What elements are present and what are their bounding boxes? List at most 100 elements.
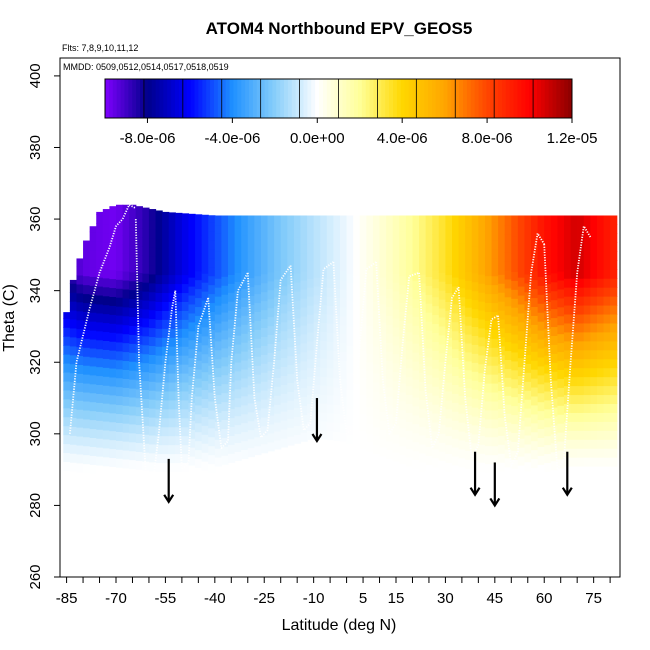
heatmap-cell-1855 — [458, 395, 466, 405]
heatmap-cell-217 — [102, 474, 111, 485]
heatmap-cell-1762 — [438, 415, 447, 425]
heatmap-cell-2651 — [610, 287, 618, 297]
heatmap-cell-1505 — [379, 402, 387, 412]
heatmap-cell-2653 — [610, 269, 618, 279]
heatmap-cell-414 — [135, 540, 143, 551]
heatmap-cell-1194 — [300, 369, 308, 380]
heatmap-cell-2634 — [610, 439, 618, 449]
heatmap-cell-1130 — [280, 250, 288, 260]
colorbar-swatch-54 — [315, 79, 320, 118]
heatmap-cell-1607 — [399, 239, 407, 250]
heatmap-cell-2428 — [570, 242, 578, 252]
heatmap-cell-1650 — [412, 361, 420, 371]
heatmap-cell-680 — [181, 489, 190, 499]
heatmap-cell-1421 — [359, 421, 367, 432]
heatmap-cell-2189 — [531, 485, 539, 495]
heatmap-cell-2007 — [491, 427, 499, 438]
heatmap-cell-523 — [148, 300, 157, 311]
heatmap-cell-1643 — [412, 423, 420, 434]
heatmap-cell-662 — [175, 364, 183, 374]
heatmap-cell-559 — [155, 346, 163, 356]
heatmap-cell-1417 — [353, 222, 361, 232]
heatmap-cell-1794 — [445, 399, 453, 410]
heatmap-cell-530 — [148, 238, 157, 248]
heatmap-cell-295 — [116, 502, 124, 513]
heatmap-cell-785 — [201, 380, 209, 391]
heatmap-cell-1992 — [484, 284, 493, 295]
heatmap-cell-500 — [148, 506, 157, 517]
heatmap-cell-1094 — [274, 332, 282, 343]
heatmap-cell-991 — [247, 295, 255, 305]
heatmap-cell-1244 — [313, 384, 321, 394]
heatmap-cell-1226 — [307, 314, 315, 324]
heatmap-cell-1537 — [386, 360, 394, 370]
heatmap-cell-2627 — [610, 501, 618, 512]
heatmap-cell-538 — [155, 534, 163, 544]
heatmap-cell-959 — [241, 333, 249, 343]
heatmap-cell-1859 — [458, 359, 466, 369]
heatmap-cell-1053 — [260, 220, 269, 230]
heatmap-cell-2517 — [590, 466, 598, 476]
heatmap-cell-703 — [181, 283, 190, 294]
heatmap-cell-1416 — [353, 231, 361, 241]
heatmap-cell-197 — [96, 294, 104, 305]
heatmap-cell-2641 — [610, 376, 618, 387]
heatmap-cell-2210 — [531, 297, 539, 308]
colorbar-swatch-23 — [194, 79, 199, 118]
heatmap-cell-2325 — [557, 503, 565, 514]
heatmap-cell-2454 — [577, 349, 585, 360]
heatmap-cell-1309 — [326, 251, 335, 262]
heatmap-cell-1853 — [458, 413, 466, 423]
heatmap-cell-2490 — [583, 367, 591, 378]
heatmap-cell-803 — [201, 219, 209, 229]
heatmap-cell-879 — [221, 303, 229, 313]
heatmap-cell-2021 — [491, 302, 499, 313]
heatmap-cell-1788 — [445, 453, 453, 464]
heatmap-cell-1003 — [254, 427, 262, 438]
heatmap-cell-632 — [168, 346, 176, 356]
heatmap-cell-813 — [208, 391, 216, 402]
heatmap-cell-28 — [69, 551, 78, 562]
heatmap-cell-2226 — [537, 455, 545, 465]
heatmap-cell-1691 — [419, 256, 427, 266]
heatmap-cell-1035 — [260, 381, 269, 391]
heatmap-cell-2081 — [504, 314, 512, 325]
heatmap-cell-2018 — [491, 329, 499, 339]
heatmap-cell-1882 — [465, 432, 473, 442]
heatmap-cell-1017 — [254, 302, 262, 313]
heatmap-cell-902 — [228, 345, 236, 356]
heatmap-cell-1797 — [445, 372, 453, 383]
heatmap-cell-652 — [175, 453, 183, 464]
heatmap-cell-1193 — [300, 378, 308, 389]
heatmap-cell-809 — [208, 427, 216, 438]
colorbar-swatch-11 — [147, 79, 153, 118]
heatmap-cell-161 — [89, 276, 97, 286]
heatmap-cell-23 — [63, 345, 71, 355]
heatmap-cell-1479 — [372, 390, 381, 401]
heatmap-cell-2487 — [583, 394, 591, 405]
heatmap-cell-482 — [142, 299, 150, 310]
heatmap-cell-387 — [129, 414, 137, 425]
heatmap-cell-350 — [122, 378, 130, 388]
heatmap-cell-279 — [109, 278, 117, 289]
x-tick-label-10: 60 — [536, 590, 553, 607]
heatmap-cell-436 — [135, 343, 143, 354]
heatmap-cell-1485 — [372, 337, 381, 347]
heatmap-cell-963 — [241, 297, 249, 307]
heatmap-cell-24 — [63, 336, 71, 346]
heatmap-cell-825 — [208, 284, 216, 295]
heatmap-cell-990 — [247, 304, 255, 314]
heatmap-cell-1800 — [445, 346, 453, 356]
heatmap-cell-2162 — [524, 434, 532, 445]
heatmap-cell-2377 — [564, 367, 572, 378]
heatmap-cell-1081 — [267, 215, 275, 219]
heatmap-cell-1162 — [293, 425, 302, 435]
heatmap-cell-1345 — [340, 396, 348, 406]
heatmap-cell-748 — [195, 440, 203, 451]
heatmap-cell-2151 — [517, 250, 526, 260]
heatmap-cell-406 — [129, 244, 137, 255]
heatmap-cell-755 — [195, 377, 203, 388]
heatmap-cell-1215 — [307, 412, 315, 423]
heatmap-cell-144 — [89, 428, 97, 439]
heatmap-cell-2107 — [511, 360, 519, 371]
